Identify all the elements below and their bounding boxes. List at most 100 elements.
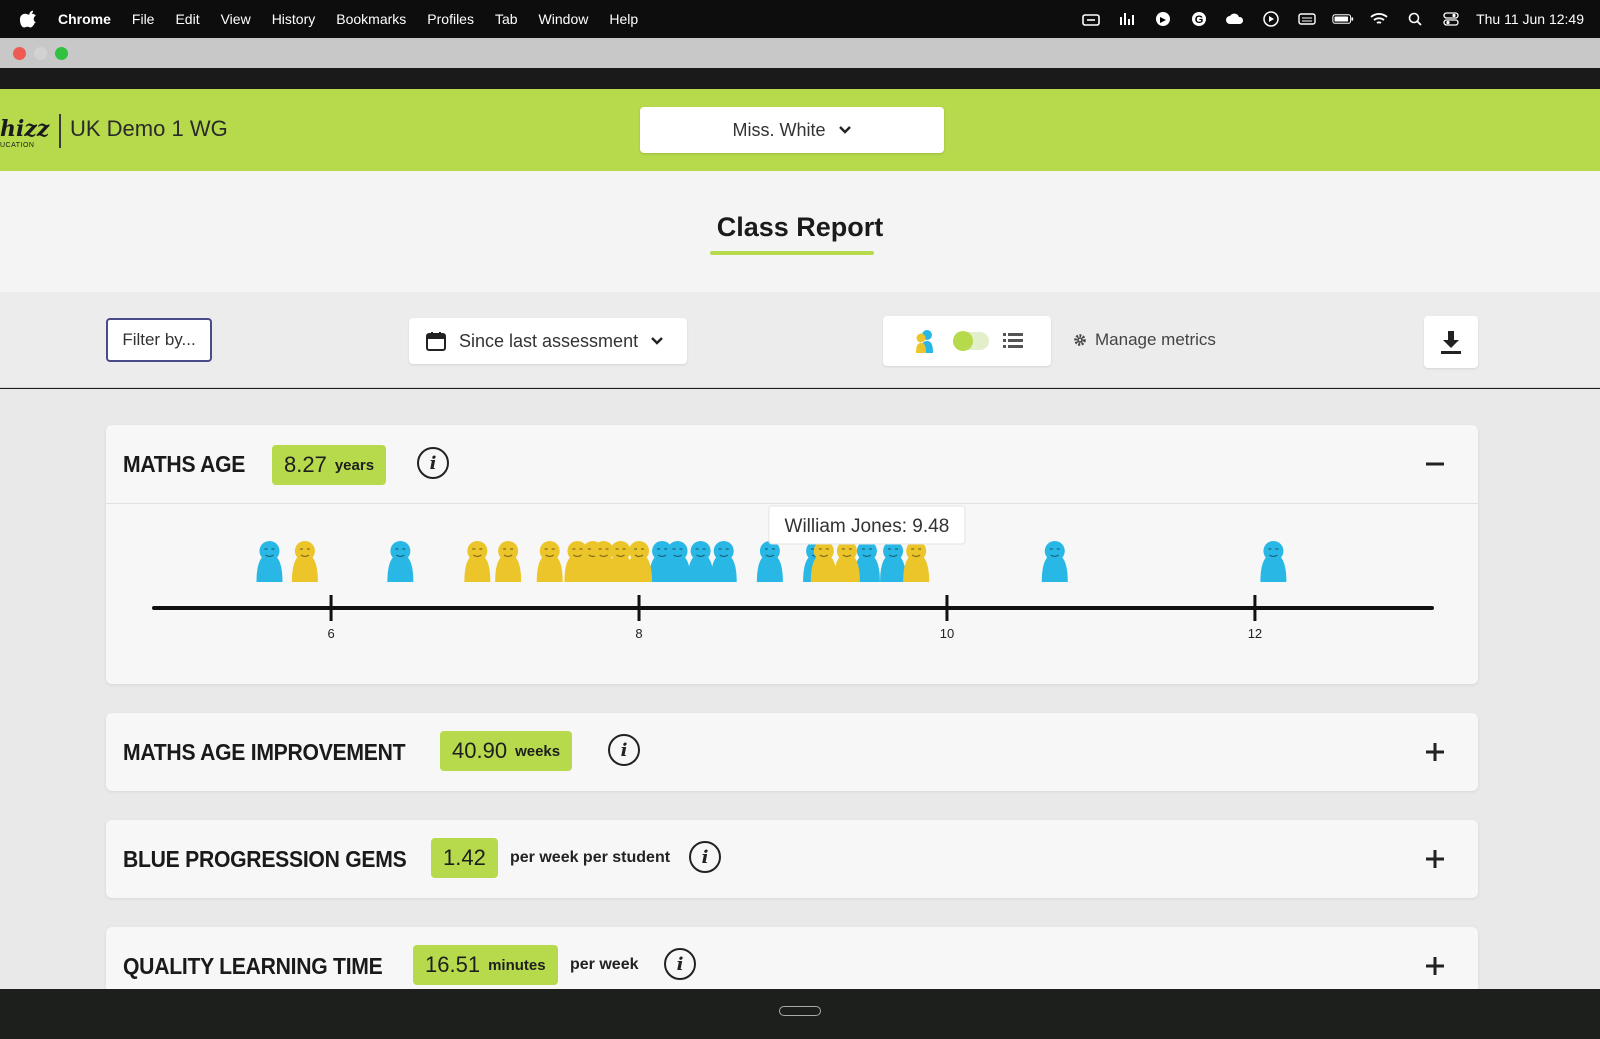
pupil-marker[interactable] (626, 541, 653, 582)
play-circle-icon[interactable] (1260, 11, 1282, 27)
metric-value: 1.42 (443, 845, 486, 870)
menu-profiles[interactable]: Profiles (427, 11, 474, 27)
metric-card-header[interactable]: QUALITY LEARNING TIME 16.51 minutes per … (106, 927, 1478, 1005)
metric-card-header[interactable]: MATHS AGE 8.27 years i (106, 425, 1478, 503)
metric-unit: minutes (488, 956, 546, 974)
cloud-icon[interactable] (1080, 11, 1102, 27)
info-icon[interactable]: i (664, 948, 696, 980)
collapse-icon[interactable] (1424, 453, 1446, 475)
pupil-marker[interactable] (833, 541, 860, 582)
calendar-icon (426, 332, 446, 351)
brand-logo[interactable]: hizz (0, 116, 50, 142)
metric-title: MATHS AGE (123, 451, 246, 477)
expand-icon[interactable] (1424, 741, 1446, 763)
download-button[interactable] (1424, 316, 1478, 368)
pupil-marker[interactable] (710, 541, 737, 582)
battery-icon[interactable] (1332, 11, 1354, 27)
report-toolbar (0, 292, 1600, 388)
zoom-window-button[interactable] (55, 47, 68, 60)
metric-value-badge: 40.90 weeks (440, 731, 573, 771)
info-icon[interactable]: i (417, 447, 449, 479)
pupil-marker[interactable] (1041, 541, 1068, 582)
expand-icon[interactable] (1424, 955, 1446, 977)
maths-age-chart-svg: 6 8 10 12 William Jones: 9.48 (152, 505, 1434, 641)
home-indicator[interactable] (779, 1006, 821, 1016)
app-menu-chrome[interactable]: Chrome (58, 11, 111, 27)
metric-card-blue-progression-gems: BLUE PROGRESSION GEMS 1.42 per week per … (106, 820, 1478, 898)
metric-value-badge: 1.42 (431, 838, 498, 878)
teacher-select-label: Miss. White (732, 119, 826, 140)
metric-value-badge: 8.27 years (272, 445, 387, 485)
filter-button[interactable]: Filter by... (106, 318, 212, 362)
pupil-marker[interactable] (880, 541, 907, 582)
manage-metrics-label: Manage metrics (1095, 330, 1216, 349)
menubar-clock[interactable]: Thu 11 Jun 12:49 (1476, 11, 1584, 27)
menu-view[interactable]: View (220, 11, 251, 27)
pupil-marker[interactable] (495, 541, 522, 582)
x-tick-label: 12 (1248, 626, 1262, 641)
view-toggle-knob (953, 331, 973, 351)
menu-help[interactable]: Help (609, 11, 639, 27)
menu-history[interactable]: History (271, 11, 316, 27)
list-view-icon[interactable] (1003, 332, 1023, 350)
keyboard-icon[interactable] (1296, 11, 1318, 27)
pupil-marker[interactable] (853, 541, 880, 582)
x-tick-label: 10 (940, 626, 954, 641)
pupil-marker[interactable] (756, 541, 783, 582)
metric-title: BLUE PROGRESSION GEMS (123, 846, 407, 872)
pupil-marker[interactable] (464, 541, 491, 582)
close-window-button[interactable] (13, 47, 26, 60)
x-tick-label: 6 (327, 626, 334, 641)
menu-bookmarks[interactable]: Bookmarks (336, 11, 407, 27)
info-icon[interactable]: i (608, 734, 640, 766)
pupil-marker[interactable] (291, 541, 318, 582)
pupil-marker[interactable] (903, 541, 930, 582)
view-toggle[interactable] (883, 316, 1051, 366)
metric-title: QUALITY LEARNING TIME (123, 953, 383, 979)
menu-window[interactable]: Window (538, 11, 589, 27)
menu-file[interactable]: File (131, 11, 155, 27)
browser-window-bar (0, 38, 1600, 68)
control-center-icon[interactable] (1440, 11, 1462, 27)
page-title: Class Report (716, 212, 884, 242)
metric-card-header[interactable]: MATHS AGE IMPROVEMENT 40.90 weeks i (106, 713, 1478, 791)
menu-tab[interactable]: Tab (494, 11, 518, 27)
pupil-marker[interactable] (387, 541, 414, 582)
expand-icon[interactable] (1424, 848, 1446, 870)
header-divider (59, 114, 61, 148)
pupil-marker[interactable] (256, 541, 283, 582)
period-select[interactable]: Since last assessment (409, 318, 687, 364)
chevron-down-icon (838, 126, 851, 134)
metric-card-maths-age-improvement: MATHS AGE IMPROVEMENT 40.90 weeks i (106, 713, 1478, 791)
creative-cloud-icon[interactable] (1224, 11, 1246, 27)
metric-title: MATHS AGE IMPROVEMENT (123, 739, 406, 765)
metric-value-badge: 16.51 minutes (413, 945, 558, 985)
svg-text:G: G (1195, 14, 1204, 26)
search-icon[interactable] (1404, 11, 1426, 27)
macos-menubar: Chrome File Edit View History Bookmarks … (0, 0, 1600, 38)
pupil-marker[interactable] (810, 541, 837, 582)
minimize-window-button[interactable] (34, 47, 47, 60)
chevron-down-icon (651, 337, 663, 345)
pupils-view-icon[interactable] (913, 328, 935, 354)
bar-graph-icon[interactable] (1116, 11, 1138, 27)
info-icon[interactable]: i (689, 841, 721, 873)
pupil-marker[interactable] (664, 541, 691, 582)
view-toggle-switch[interactable] (953, 331, 989, 351)
wifi-icon[interactable] (1368, 11, 1390, 27)
menu-edit[interactable]: Edit (175, 11, 200, 27)
pupil-marker[interactable] (1260, 541, 1287, 582)
title-section (0, 171, 1600, 292)
browser-top-strip (0, 68, 1600, 89)
record-icon[interactable] (1152, 11, 1174, 27)
page-title-underline (710, 251, 874, 255)
metric-card-header[interactable]: BLUE PROGRESSION GEMS 1.42 per week per … (106, 820, 1478, 898)
manage-metrics-button[interactable]: Manage metrics (1073, 330, 1216, 350)
grammarly-icon[interactable]: G (1188, 11, 1210, 27)
teacher-select[interactable]: Miss. White (640, 107, 944, 153)
apple-icon[interactable] (20, 10, 38, 28)
pupil-marker[interactable] (687, 541, 714, 582)
metric-value: 40.90 (452, 738, 508, 763)
metric-value: 16.51 (425, 952, 481, 977)
pupil-marker[interactable] (536, 541, 563, 582)
